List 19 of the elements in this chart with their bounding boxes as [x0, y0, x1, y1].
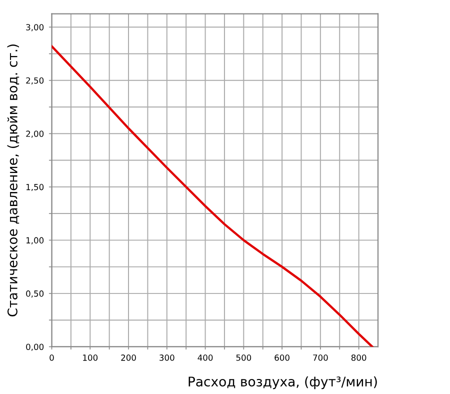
y-tick-label: 2,00 — [26, 130, 44, 138]
x-tick-label: 700 — [313, 354, 328, 361]
x-tick-label: 200 — [121, 354, 136, 361]
x-tick-label: 500 — [236, 354, 252, 361]
x-tick-label: 300 — [160, 354, 174, 361]
x-tick-label: 0 — [50, 354, 54, 361]
x-tick-label: 100 — [83, 354, 98, 361]
y-axis-title: Статическое давление, (дюйм вод. ст.) — [7, 44, 20, 316]
y-tick-label: 3,00 — [26, 24, 44, 32]
y-tick-label: 0,50 — [26, 290, 44, 298]
x-tick-label: 800 — [351, 354, 366, 361]
y-tick-label: 1,00 — [26, 237, 44, 244]
x-axis-title: Расход воздуха, (фут³/мин) — [188, 376, 377, 390]
y-tick-label: 1,50 — [26, 184, 44, 192]
y-tick-label: 2,50 — [26, 77, 44, 85]
line-series — [52, 45, 374, 347]
x-tick-label: 400 — [198, 354, 213, 361]
x-tick-label: 600 — [274, 354, 290, 361]
y-tick-label: 0,00 — [26, 344, 44, 351]
